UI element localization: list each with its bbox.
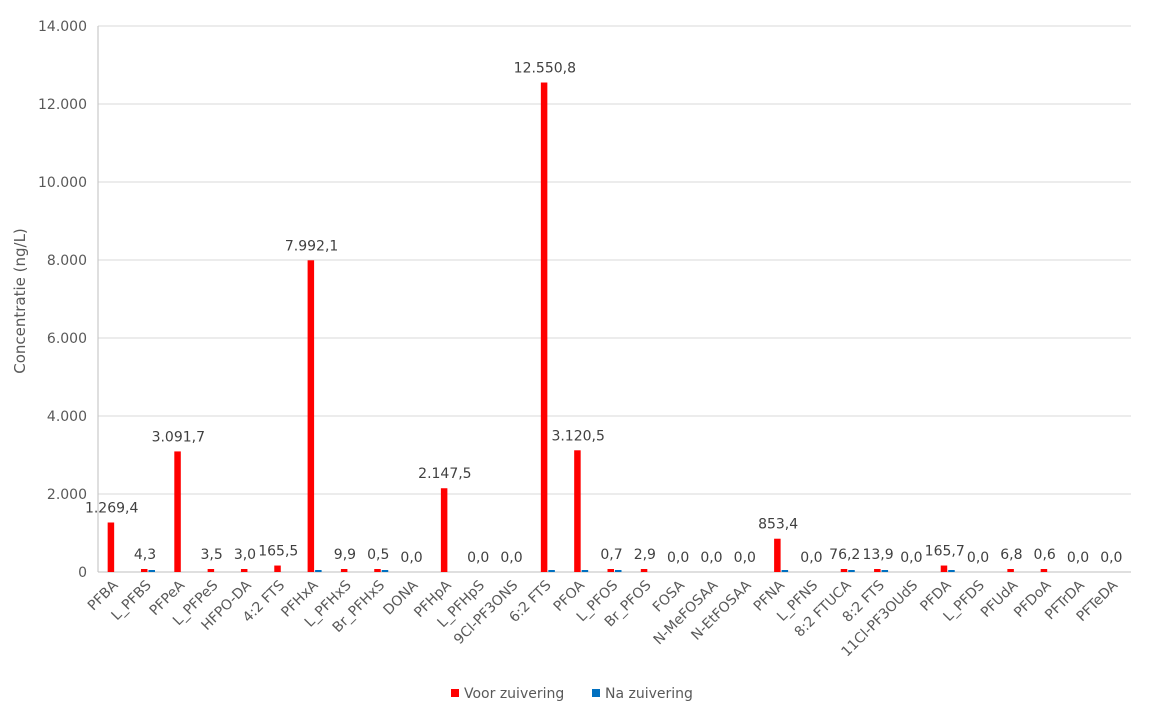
y-axis-tick-labels: 0 2.000 4.000 6.000 8.000 10.000 12.000 14.000 xyxy=(38,19,87,581)
bar-na-zuivering xyxy=(148,570,155,572)
data-label-voor-zuivering: 0,0 xyxy=(1100,550,1122,566)
bar-na-zuivering xyxy=(548,570,555,572)
data-label-voor-zuivering: 4,3 xyxy=(134,547,156,563)
bar-na-zuivering xyxy=(615,570,622,572)
data-label-voor-zuivering: 0,6 xyxy=(1034,547,1056,563)
data-label-voor-zuivering: 0,0 xyxy=(1067,550,1089,566)
bar-voor-zuivering xyxy=(840,569,848,572)
data-label-voor-zuivering: 7.992,1 xyxy=(285,238,338,254)
data-label-voor-zuivering: 6,8 xyxy=(1000,547,1022,563)
data-label-voor-zuivering: 0,0 xyxy=(734,550,756,566)
data-label-voor-zuivering: 853,4 xyxy=(758,517,798,533)
bar-voor-zuivering xyxy=(940,565,948,572)
bars xyxy=(107,82,1048,572)
data-label-voor-zuivering: 12.550,8 xyxy=(514,61,576,77)
data-labels: 1.269,4 4,3 3.091,7 3,5 3,0 165,5 7.992,1 9,9 0,… xyxy=(85,61,1123,566)
y-tick-label: 8.000 xyxy=(47,253,87,269)
bar-voor-zuivering xyxy=(340,569,348,572)
data-label-voor-zuivering: 1.269,4 xyxy=(85,500,139,516)
y-tick-label: 12.000 xyxy=(38,97,87,113)
bar-voor-zuivering xyxy=(607,569,614,572)
legend-label-na-zuivering: Na zuivering xyxy=(605,686,693,702)
data-label-voor-zuivering: 0,0 xyxy=(500,550,522,566)
legend: Voor zuivering Na zuivering xyxy=(451,686,693,702)
bar-voor-zuivering xyxy=(307,260,315,572)
bar-na-zuivering xyxy=(848,570,855,572)
data-label-voor-zuivering: 3,5 xyxy=(200,547,222,563)
data-label-voor-zuivering: 3.120,5 xyxy=(551,428,604,444)
bar-voor-zuivering xyxy=(174,451,181,572)
bar-voor-zuivering xyxy=(1007,569,1014,572)
data-label-voor-zuivering: 76,2 xyxy=(829,547,860,563)
bar-voor-zuivering xyxy=(874,569,881,572)
legend-swatch-voor-zuivering xyxy=(451,689,459,697)
data-label-voor-zuivering: 0,5 xyxy=(367,547,389,563)
y-axis-title: Concentratie (ng/L) xyxy=(11,228,29,374)
bar-voor-zuivering xyxy=(640,569,648,572)
bar-na-zuivering xyxy=(581,570,589,572)
bar-na-zuivering xyxy=(381,570,389,572)
gridlines xyxy=(97,25,1131,573)
data-label-voor-zuivering: 0,0 xyxy=(400,550,422,566)
data-label-voor-zuivering: 2,9 xyxy=(634,547,656,563)
data-label-voor-zuivering: 0,0 xyxy=(700,550,722,566)
data-label-voor-zuivering: 0,0 xyxy=(900,550,922,566)
bar-voor-zuivering xyxy=(240,569,248,572)
y-tick-label: 14.000 xyxy=(38,19,87,35)
y-tick-label: 2.000 xyxy=(47,487,87,503)
bar-na-zuivering xyxy=(948,570,955,572)
bar-voor-zuivering xyxy=(774,538,781,572)
legend-label-voor-zuivering: Voor zuivering xyxy=(464,686,564,702)
bar-voor-zuivering xyxy=(1040,569,1048,572)
data-label-voor-zuivering: 0,0 xyxy=(800,550,822,566)
y-tick-label: 10.000 xyxy=(38,175,87,191)
data-label-voor-zuivering: 3.091,7 xyxy=(152,429,205,445)
data-label-voor-zuivering: 13,9 xyxy=(862,547,893,563)
bar-voor-zuivering xyxy=(140,569,148,572)
bar-voor-zuivering xyxy=(274,565,281,572)
y-tick-label: 0 xyxy=(78,565,87,581)
y-tick-label: 4.000 xyxy=(47,409,87,425)
data-label-voor-zuivering: 165,7 xyxy=(925,544,965,560)
y-tick-label: 6.000 xyxy=(47,331,87,347)
data-label-voor-zuivering: 9,9 xyxy=(334,547,356,563)
bar-voor-zuivering xyxy=(540,82,548,572)
data-label-voor-zuivering: 0,0 xyxy=(967,550,989,566)
data-label-voor-zuivering: 165,5 xyxy=(258,544,298,560)
bar-na-zuivering xyxy=(315,570,322,572)
bar-voor-zuivering xyxy=(574,450,581,572)
data-label-voor-zuivering: 3,0 xyxy=(234,547,256,563)
bar-na-zuivering xyxy=(781,570,789,572)
data-label-voor-zuivering: 0,0 xyxy=(467,550,489,566)
data-label-voor-zuivering: 2.147,5 xyxy=(418,466,471,482)
bar-voor-zuivering xyxy=(107,522,115,572)
bar-voor-zuivering xyxy=(374,569,381,572)
legend-swatch-na-zuivering xyxy=(592,689,600,697)
bar-na-zuivering xyxy=(881,570,889,572)
data-label-voor-zuivering: 0,0 xyxy=(667,550,689,566)
bar-voor-zuivering xyxy=(207,569,215,572)
data-label-voor-zuivering: 0,7 xyxy=(600,547,622,563)
bar-voor-zuivering xyxy=(440,488,448,572)
